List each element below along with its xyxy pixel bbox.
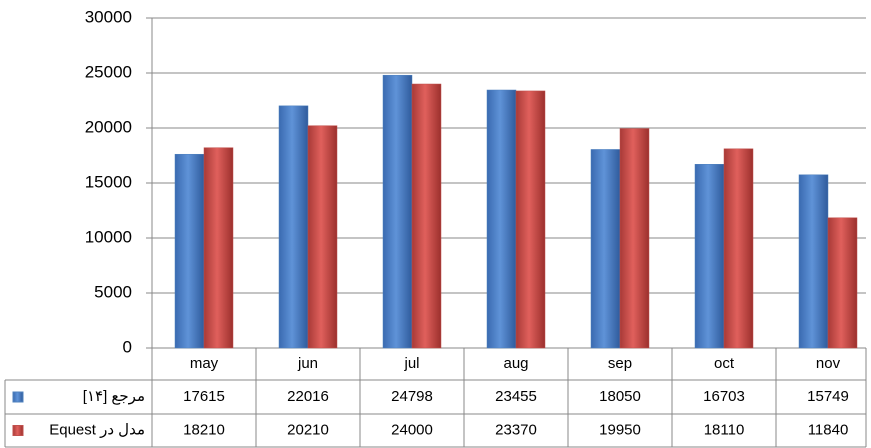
bar — [827, 217, 858, 349]
table-value: 20210 — [287, 421, 329, 438]
table-value: 19950 — [599, 421, 641, 438]
table-value: 24000 — [391, 421, 433, 438]
bar — [798, 174, 829, 349]
x-tick-label: aug — [503, 355, 528, 372]
bar — [411, 83, 442, 349]
table-value: 23455 — [495, 388, 537, 405]
table-value: 18110 — [704, 421, 745, 438]
legend-label: مرجع [۱۴] — [83, 388, 145, 405]
x-tick-label: jul — [403, 355, 419, 372]
table-value: 18210 — [183, 421, 225, 438]
table-value: 16703 — [703, 388, 745, 405]
legend-swatch — [12, 425, 24, 436]
table-value: 11840 — [808, 421, 849, 438]
bar — [382, 74, 413, 349]
y-tick-label: 25000 — [85, 62, 132, 81]
y-tick-label: 5000 — [94, 282, 132, 301]
table-value: 22016 — [287, 388, 329, 405]
y-tick-label: 20000 — [85, 117, 132, 136]
y-tick-label: 0 — [123, 337, 132, 356]
x-tick-label: sep — [608, 355, 632, 372]
bar — [590, 149, 621, 349]
legend-swatch — [12, 391, 24, 403]
bar — [486, 89, 517, 349]
y-tick-label: 15000 — [85, 172, 132, 191]
table-value: 23370 — [495, 421, 537, 438]
x-tick-label: nov — [816, 355, 841, 372]
bar — [694, 164, 725, 349]
table-value: 18050 — [599, 388, 641, 405]
bar — [307, 125, 338, 349]
x-tick-label: may — [190, 355, 219, 372]
y-tick-label: 30000 — [85, 7, 132, 26]
table-value: 17615 — [183, 388, 225, 405]
bar — [619, 128, 650, 349]
x-tick-label: jun — [297, 355, 318, 372]
bar — [174, 153, 205, 349]
x-tick-label: oct — [714, 355, 735, 372]
legend-label: مدل در Equest — [49, 421, 145, 438]
table-value: 15749 — [807, 388, 849, 405]
bar — [723, 148, 754, 349]
table-value: 24798 — [391, 388, 433, 405]
bar — [203, 147, 234, 349]
bar — [515, 90, 546, 349]
y-tick-label: 10000 — [85, 227, 132, 246]
bar — [278, 105, 309, 349]
